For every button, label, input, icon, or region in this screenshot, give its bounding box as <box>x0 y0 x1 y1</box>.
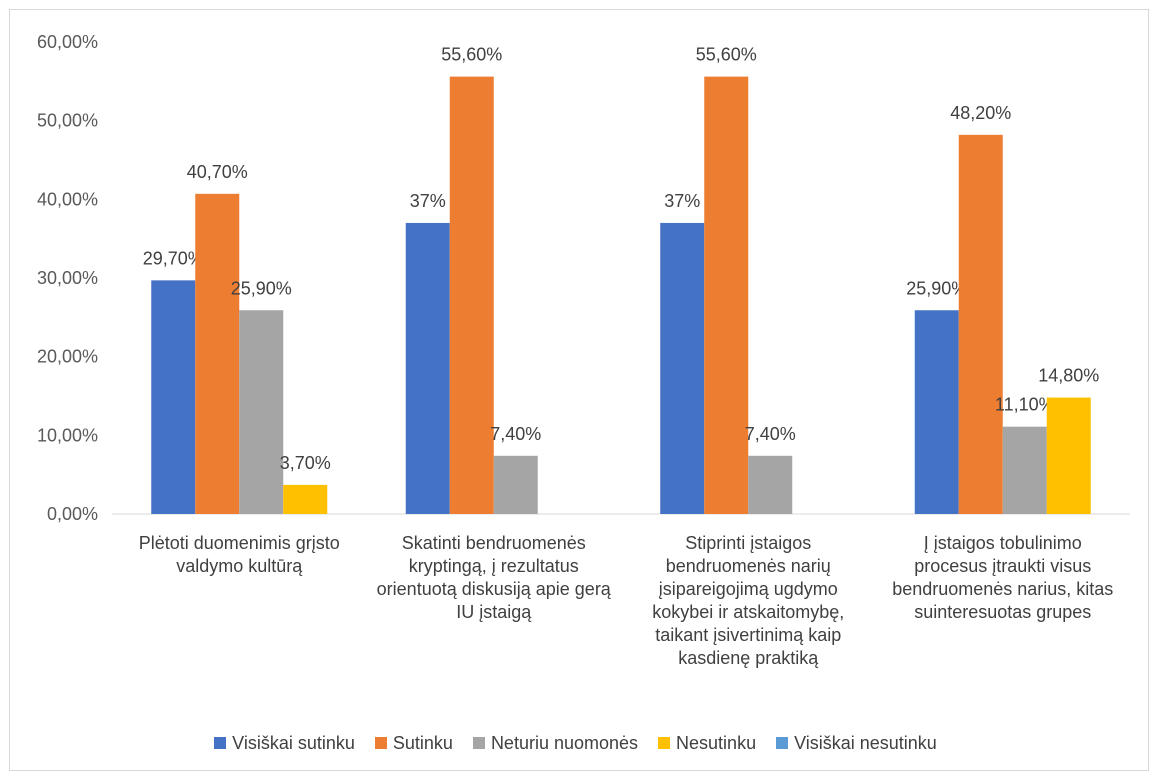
category-label: Plėtoti duomenimis grįsto valdymo kultūr… <box>138 533 340 576</box>
legend-item: Neturiu nuomonės <box>472 732 639 754</box>
bar <box>1046 397 1091 514</box>
data-label: 37% <box>410 191 446 211</box>
legend-item: Visiškai nesutinku <box>776 733 937 754</box>
y-tick-label: 50,00% <box>37 111 98 131</box>
bar <box>748 455 793 514</box>
legend-label: Visiškai nesutinku <box>794 732 937 753</box>
bar <box>283 484 328 514</box>
y-tick-label: 0,00% <box>47 504 98 524</box>
bar <box>660 222 705 514</box>
data-label: 48,20% <box>950 103 1011 123</box>
y-tick-label: 60,00% <box>37 32 98 52</box>
legend-swatch <box>776 737 789 749</box>
data-label: 3,70% <box>280 453 331 473</box>
y-tick-label: 10,00% <box>37 425 98 445</box>
category-label: Į įstaigos tobulinimo procesus įtraukti … <box>892 533 1114 622</box>
y-tick-label: 30,00% <box>37 268 98 288</box>
data-label: 11,10% <box>995 395 1055 415</box>
legend-item: Nesutinku <box>658 733 756 754</box>
bar <box>493 455 538 514</box>
data-label: 25,90% <box>231 278 292 298</box>
legend-swatch <box>658 737 671 749</box>
category-label: Stiprinti įstaigos bendruomenės narių įs… <box>652 533 845 668</box>
data-label: 14,80% <box>1038 366 1099 386</box>
data-label: 40,70% <box>187 162 248 182</box>
bar <box>449 76 494 514</box>
bar <box>704 76 749 514</box>
bar <box>195 193 240 514</box>
legend-label: Sutinku <box>392 732 453 753</box>
data-label: 37% <box>664 191 700 211</box>
category-label: Skatinti bendruomenės kryptingą, į rezul… <box>376 533 611 622</box>
legend-swatch <box>374 737 387 749</box>
legend-item: Visiškai sutinku <box>214 733 355 754</box>
data-label: 55,60% <box>696 45 757 65</box>
bar <box>914 310 959 514</box>
data-label: 25,90% <box>906 278 967 298</box>
legend-label: Visiškai sutinku <box>232 732 355 753</box>
legend-item: Sutinku <box>374 732 453 754</box>
legend-swatch <box>214 737 227 749</box>
bar <box>405 222 450 514</box>
data-label: 55,60% <box>441 45 502 65</box>
legend-label: Neturiu nuomonės <box>490 732 639 753</box>
bar <box>958 134 1003 514</box>
bar <box>151 280 196 514</box>
legend: Visiškai sutinku Sutinku Neturiu nuomonės N… <box>0 730 1151 756</box>
legend-swatch <box>472 737 485 749</box>
data-label: 29,70% <box>143 248 204 268</box>
bar <box>1002 426 1047 514</box>
y-tick-label: 40,00% <box>37 189 98 209</box>
legend-label: Nesutinku <box>676 732 757 753</box>
data-label: 7,40% <box>745 424 796 444</box>
data-label: 7,40% <box>490 424 541 444</box>
bar <box>239 310 284 514</box>
y-tick-label: 20,00% <box>37 347 98 367</box>
